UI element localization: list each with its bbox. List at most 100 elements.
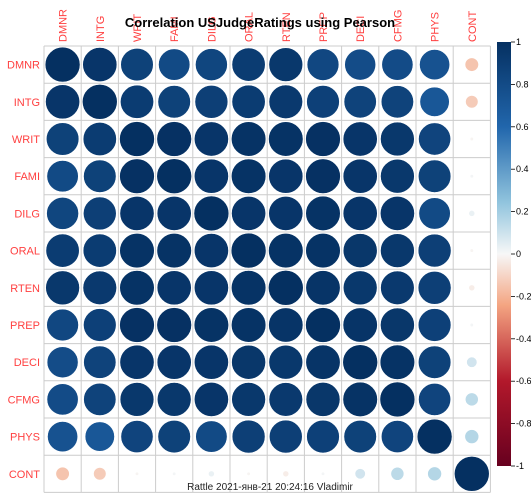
row-labels: DMNR INTG WRIT FAMI DILG ORAL RTEN PREP DECI CFMG… (7, 60, 40, 481)
colorbar-tick-label: 0.6 (516, 122, 529, 132)
cell-prep-deci (342, 307, 378, 343)
colorbar-tick-label: -0.8 (516, 419, 531, 429)
cell-fami-deci (342, 158, 378, 194)
cell-cfmg-oral (231, 382, 266, 417)
cell-fami-cont (469, 174, 474, 179)
cell-phys-oral (231, 419, 266, 454)
cell-intg-dmnr (45, 84, 81, 120)
row-label-rten: RTEN (10, 283, 40, 295)
cell-phys-intg (84, 421, 115, 452)
cell-dmnr-phys (419, 49, 451, 81)
cell-oral-oral (230, 232, 267, 269)
cell-prep-dilg (193, 307, 230, 343)
cell-dilg-rten (268, 195, 304, 231)
colorbar-tick-label: 0.8 (516, 79, 529, 89)
cell-dilg-dilg (193, 195, 230, 232)
cell-phys-prep (306, 419, 340, 454)
cell-rten-cfmg (380, 270, 415, 305)
cell-writ-oral (230, 121, 267, 157)
cell-oral-intg (82, 233, 117, 268)
cell-rten-oral (230, 270, 267, 306)
cell-oral-fami (156, 232, 192, 269)
cell-intg-cont (465, 95, 479, 109)
cell-phys-cfmg (380, 420, 414, 454)
cell-writ-writ (119, 121, 155, 157)
col-label-phys: PHYS (430, 12, 442, 42)
cell-cont-prep (320, 471, 326, 476)
cell-writ-prep (305, 121, 341, 157)
cell-dilg-oral (231, 195, 267, 231)
cell-fami-writ (119, 158, 155, 194)
cell-oral-cont (469, 248, 474, 253)
col-label-dmnr: DMNR (58, 9, 70, 42)
cell-cont-oral (246, 471, 251, 476)
cell-intg-oral (231, 84, 266, 119)
cell-deci-dmnr (46, 346, 79, 379)
cell-dilg-phys (418, 197, 451, 230)
cell-deci-cfmg (379, 344, 416, 380)
col-label-intg: INTG (95, 16, 107, 42)
cell-fami-dmnr (46, 160, 79, 193)
cell-oral-deci (342, 233, 378, 268)
cell-cfmg-cfmg (379, 381, 416, 418)
cell-rten-cont (468, 284, 476, 292)
cell-cont-phys (427, 466, 442, 482)
cell-oral-writ (119, 232, 155, 269)
cell-fami-prep (305, 158, 341, 194)
cell-dilg-dmnr (46, 197, 79, 230)
col-label-prep: PREP (318, 12, 330, 42)
cell-intg-rten (268, 84, 303, 119)
cell-dmnr-fami (158, 48, 191, 81)
cell-dmnr-cfmg (381, 48, 414, 81)
row-label-cont: CONT (9, 469, 40, 481)
cell-cont-dmnr (55, 466, 70, 481)
cell-cfmg-fami (156, 382, 192, 417)
cell-intg-prep (306, 85, 340, 119)
cell-cont-cfmg (390, 466, 405, 481)
cell-phys-dilg (195, 420, 228, 453)
cell-intg-dilg (194, 85, 229, 119)
cell-dmnr-oral (231, 47, 266, 82)
cell-cont-dilg (208, 470, 215, 478)
row-label-deci: DECI (14, 357, 40, 369)
cell-fami-fami (156, 158, 192, 194)
cell-deci-phys (417, 345, 452, 379)
row-label-dmnr: DMNR (7, 60, 40, 72)
col-label-cont: CONT (467, 11, 479, 42)
cell-rten-intg (82, 270, 117, 305)
cell-cfmg-cont (464, 392, 479, 407)
cell-prep-writ (119, 307, 155, 343)
cell-cfmg-rten (268, 382, 303, 417)
row-label-fami: FAMI (14, 171, 40, 183)
cell-writ-rten (268, 121, 304, 157)
colorbar-tick-label: -0.2 (516, 291, 531, 301)
cell-prep-rten (268, 307, 304, 343)
column-labels: DMNR INTG WRIT FAMI DILG ORAL RTEN PREP DECI CFMG… (58, 9, 479, 42)
row-label-intg: INTG (14, 97, 40, 109)
cell-deci-rten (268, 344, 304, 380)
cell-dilg-deci (342, 195, 378, 231)
cell-cfmg-intg (83, 382, 117, 416)
cell-cfmg-prep (305, 382, 341, 417)
row-label-prep: PREP (10, 320, 40, 332)
cell-rten-prep (305, 270, 341, 306)
cell-oral-prep (305, 232, 341, 269)
cell-rten-rten (268, 270, 304, 306)
cell-dilg-intg (83, 196, 117, 231)
cell-phys-deci (343, 419, 377, 454)
col-label-fami: FAMI (169, 16, 181, 42)
cell-intg-phys (419, 86, 450, 117)
cell-phys-phys (416, 418, 453, 455)
colorbar-tick-label: 0.2 (516, 207, 529, 217)
cell-prep-prep (305, 307, 341, 343)
cell-intg-cfmg (380, 85, 414, 119)
correlation-cells (44, 46, 490, 492)
col-label-rten: RTEN (281, 12, 293, 42)
cell-cont-fami (172, 471, 177, 476)
cell-dilg-writ (119, 195, 155, 231)
cell-cont-cont (454, 456, 490, 492)
cell-prep-intg (83, 308, 117, 342)
cell-oral-dmnr (45, 233, 80, 268)
cell-intg-intg (82, 84, 118, 120)
